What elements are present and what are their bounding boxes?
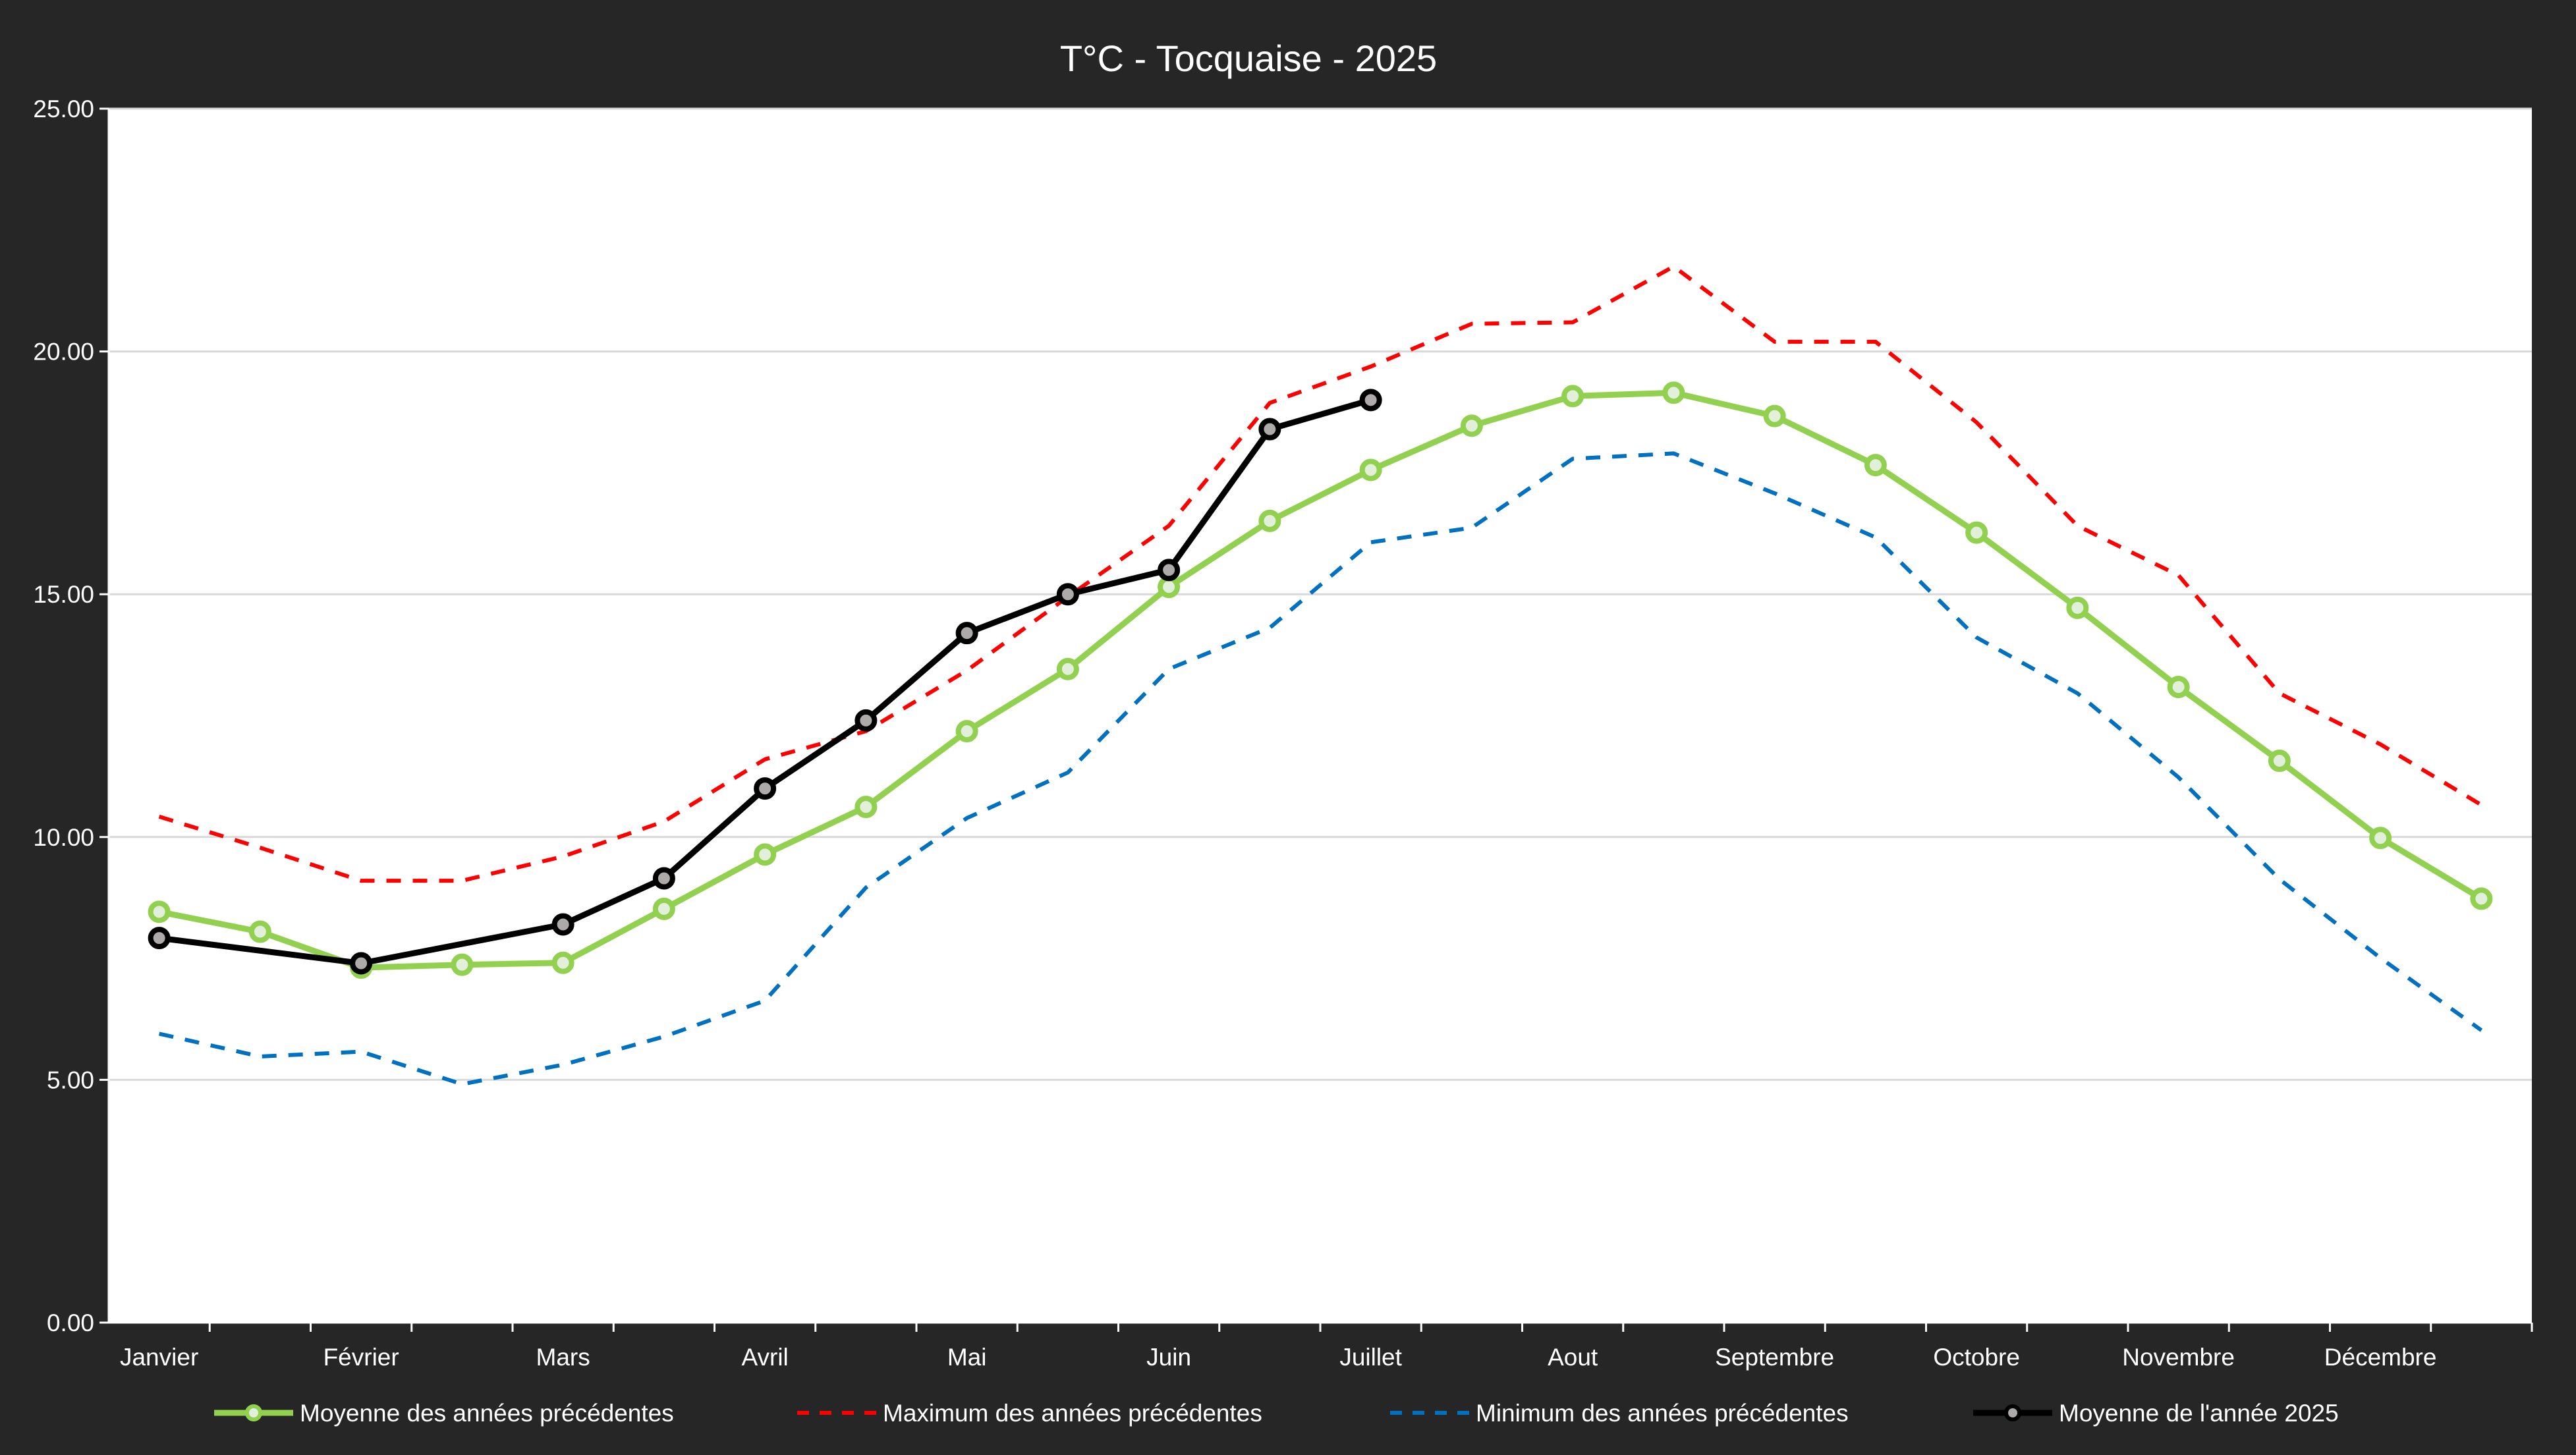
- legend-item: Moyenne de l'année 2025: [1973, 1400, 2339, 1427]
- data-point: [551, 913, 574, 936]
- data-point: [1965, 521, 1988, 544]
- x-tick-label: Aout: [1548, 1344, 1598, 1371]
- legend-label: Moyenne de l'année 2025: [2059, 1400, 2339, 1427]
- y-tick-label: 20.00: [33, 339, 94, 366]
- y-tick-label: 25.00: [33, 96, 94, 123]
- legend-label: Maximum des années précédentes: [883, 1400, 1262, 1427]
- x-tick-label: Mai: [947, 1344, 987, 1371]
- data-point: [1056, 583, 1079, 606]
- legend-label: Moyenne des années précédentes: [300, 1400, 674, 1427]
- y-tick-label: 5.00: [47, 1066, 94, 1093]
- data-point: [148, 900, 171, 923]
- legend-marker: [245, 1404, 262, 1421]
- data-point: [551, 951, 574, 974]
- y-tick-label: 0.00: [47, 1309, 94, 1336]
- data-point: [652, 867, 675, 890]
- y-tick-label: 15.00: [33, 581, 94, 608]
- data-point: [248, 920, 271, 943]
- x-tick-label: Octobre: [1933, 1344, 2020, 1371]
- data-point: [2066, 596, 2089, 619]
- x-tick-label: Avril: [741, 1344, 788, 1371]
- data-point: [1662, 381, 1685, 404]
- x-tick-label: Février: [323, 1344, 399, 1371]
- x-tick-label: Janvier: [120, 1344, 198, 1371]
- data-point: [1158, 559, 1181, 582]
- data-point: [1561, 385, 1584, 408]
- data-point: [1460, 414, 1483, 437]
- data-point: [754, 843, 777, 866]
- legend-item: Moyenne des années précédentes: [214, 1400, 674, 1427]
- data-point: [2167, 676, 2190, 699]
- x-tick-label: Juillet: [1339, 1344, 1402, 1371]
- legend-item: Minimum des années précédentes: [1390, 1400, 1849, 1427]
- x-tick-label: Juin: [1146, 1344, 1191, 1371]
- plot-area: [109, 109, 2532, 1323]
- data-point: [854, 709, 878, 732]
- data-point: [1258, 418, 1281, 441]
- data-point: [854, 796, 878, 819]
- x-tick-label: Mars: [536, 1344, 590, 1371]
- data-point: [148, 927, 171, 950]
- series-line-2: [158, 451, 2483, 1086]
- x-tick-label: Novembre: [2122, 1344, 2235, 1371]
- legend-item: Maximum des années précédentes: [797, 1400, 1262, 1427]
- data-point: [1258, 509, 1281, 532]
- data-point: [1763, 404, 1786, 427]
- data-point: [652, 897, 675, 920]
- data-point: [754, 777, 777, 800]
- data-point: [1359, 458, 1382, 481]
- series-line-1: [158, 264, 2482, 883]
- data-point: [1864, 454, 1887, 477]
- x-tick-label: Septembre: [1715, 1344, 1834, 1371]
- data-point: [955, 622, 978, 645]
- data-point: [2369, 827, 2392, 850]
- data-point: [451, 953, 474, 976]
- data-point: [350, 952, 373, 975]
- legend-label: Minimum des années précédentes: [1476, 1400, 1849, 1427]
- chart-title: T°C - Tocquaise - 2025: [1060, 38, 1437, 79]
- data-point: [1056, 657, 1079, 680]
- data-point: [1359, 389, 1382, 412]
- legend-marker: [2004, 1404, 2021, 1421]
- data-point: [2268, 750, 2291, 773]
- y-tick-label: 10.00: [33, 824, 94, 851]
- x-tick-label: Décembre: [2324, 1344, 2437, 1371]
- series-line-0: [158, 389, 2483, 971]
- data-point: [955, 720, 978, 743]
- data-point: [2470, 887, 2493, 910]
